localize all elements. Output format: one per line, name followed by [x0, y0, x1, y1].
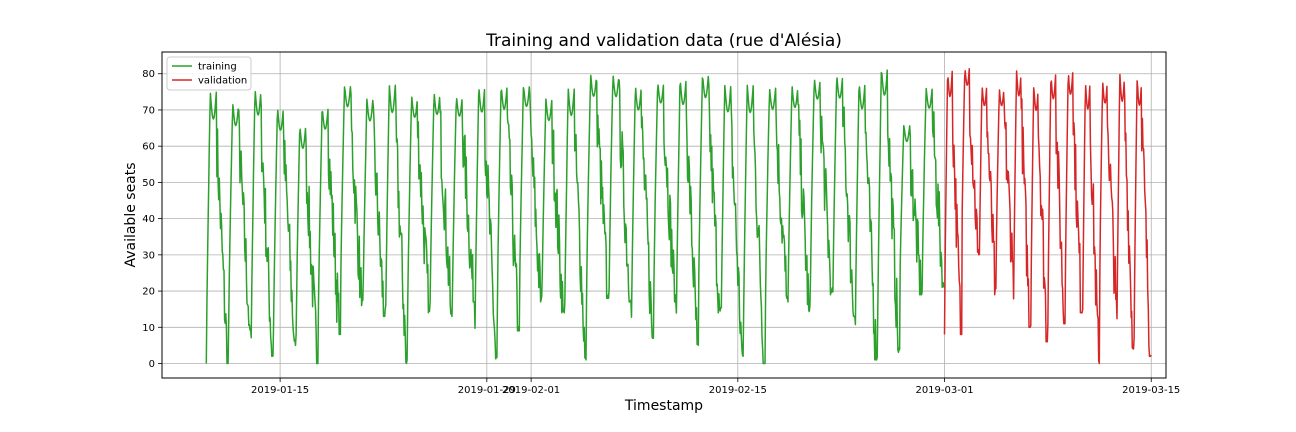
legend-label-validation: validation — [198, 76, 247, 87]
series-line-validation — [943, 67, 1152, 365]
x-tick-label: 2019-03-01 — [915, 385, 973, 396]
y-tick-label: 30 — [142, 250, 155, 261]
x-tick-label: 2019-01-29 — [458, 385, 516, 396]
y-axis-title: Available seats — [123, 162, 139, 267]
y-tick-label: 20 — [142, 287, 155, 298]
x-tick-label: 2019-02-15 — [709, 385, 767, 396]
plot-frame — [161, 51, 1167, 379]
legend-label-training: training — [198, 62, 237, 73]
x-tick-label: 2019-03-15 — [1122, 385, 1180, 396]
x-tick-label: 2019-02-01 — [502, 385, 560, 396]
y-tick-label: 80 — [142, 69, 155, 80]
x-axis-title: Timestamp — [624, 398, 703, 414]
y-tick-label: 60 — [142, 142, 155, 153]
y-tick-label: 70 — [142, 105, 155, 116]
series-layer — [205, 67, 1152, 365]
chart-title: Training and validation data (rue d'Alés… — [485, 31, 842, 51]
y-tick-label: 0 — [149, 359, 155, 370]
y-tick-label: 10 — [142, 323, 155, 334]
y-tick-label: 50 — [142, 178, 155, 189]
series-line-training — [205, 69, 945, 365]
legend: training validation — [166, 56, 252, 91]
y-tick-label: 40 — [142, 214, 155, 225]
x-tick-label: 2019-01-15 — [251, 385, 309, 396]
